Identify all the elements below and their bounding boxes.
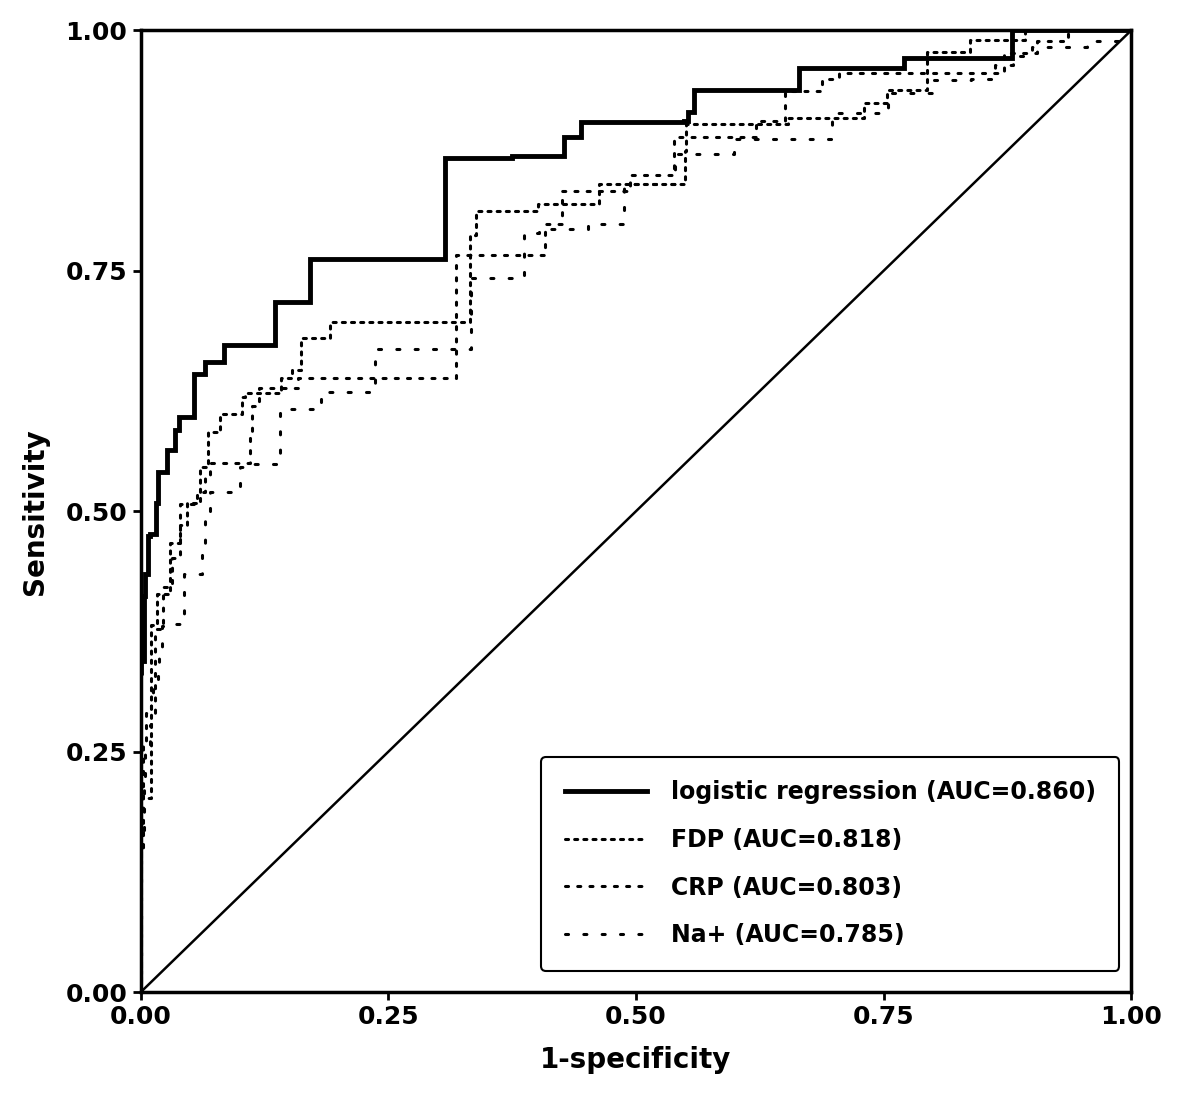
Y-axis label: Sensitivity: Sensitivity [21, 428, 49, 595]
X-axis label: 1-specificity: 1-specificity [541, 1046, 731, 1074]
Legend: logistic regression (AUC=0.860), FDP (AUC=0.818), CRP (AUC=0.803), Na+ (AUC=0.78: logistic regression (AUC=0.860), FDP (AU… [541, 757, 1119, 971]
